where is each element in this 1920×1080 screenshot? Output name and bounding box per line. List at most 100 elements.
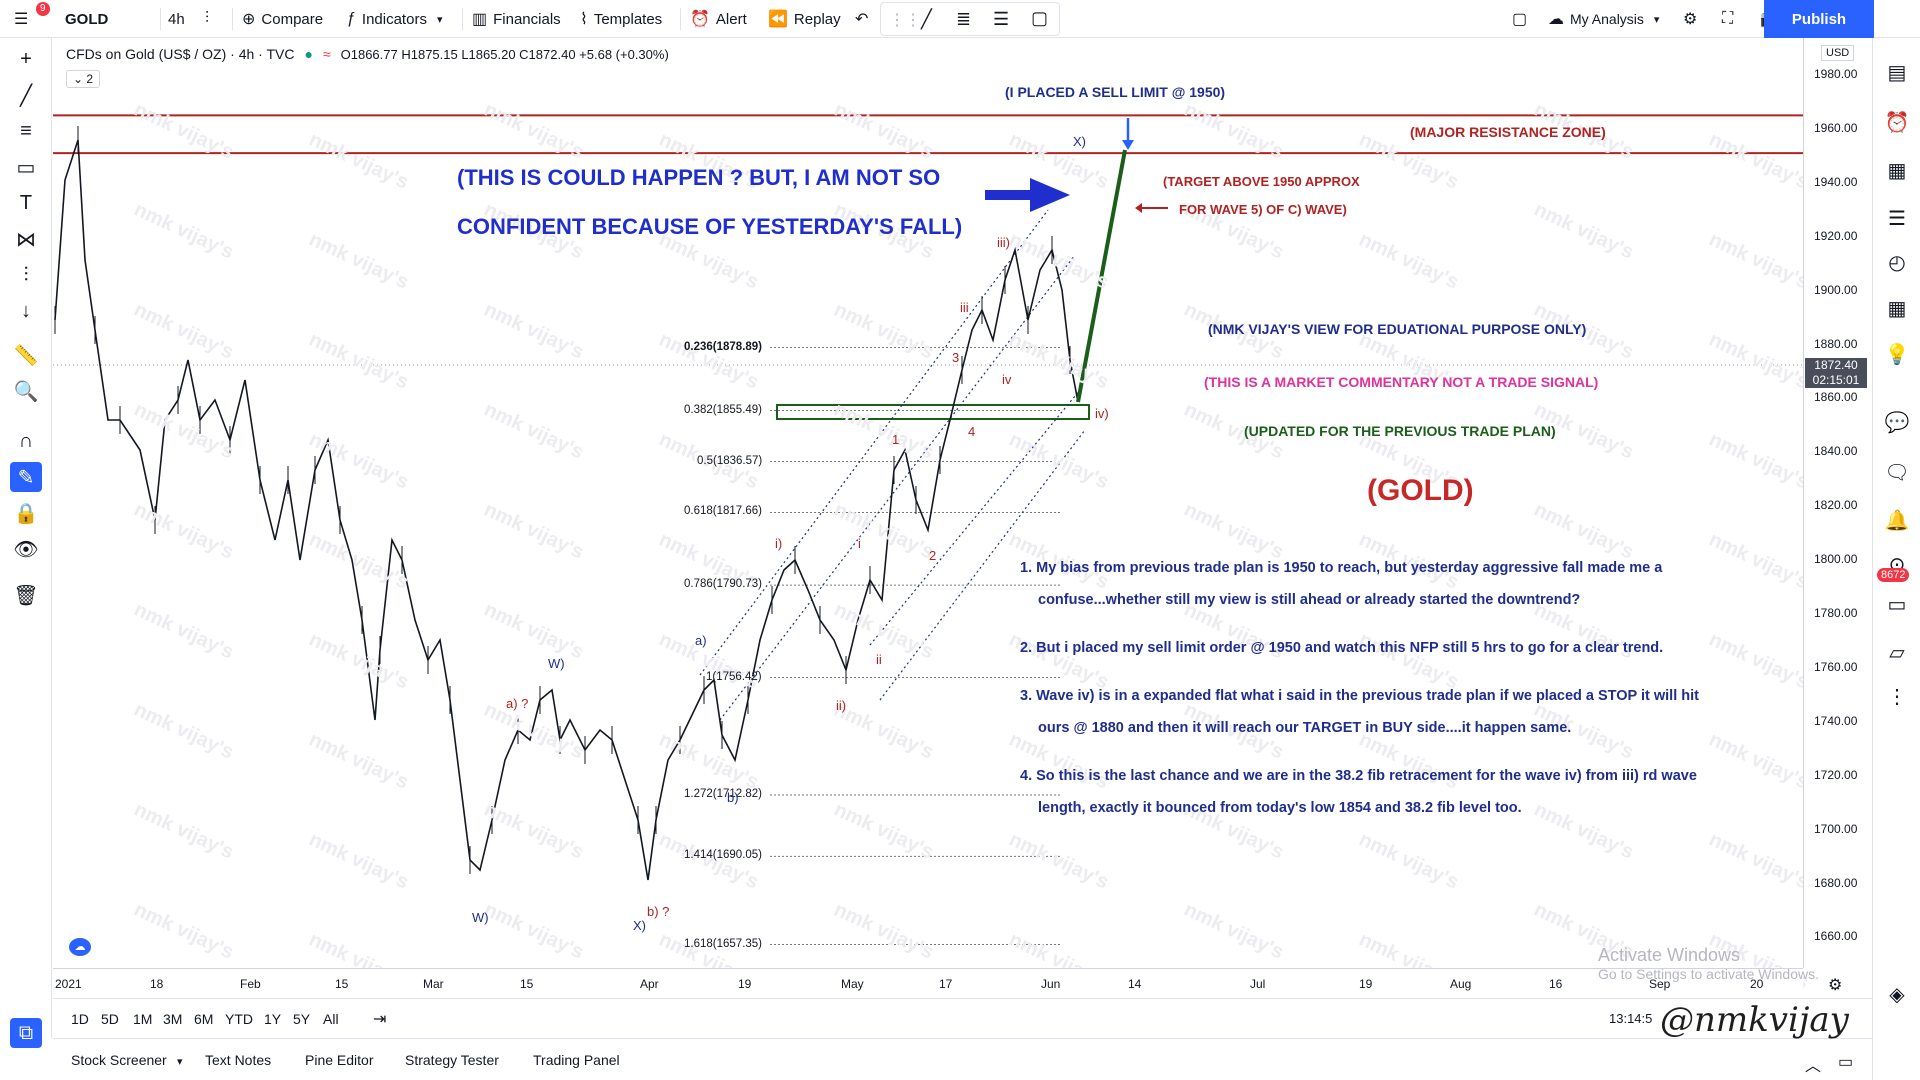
tab-text-notes[interactable]: Text Notes <box>205 1052 272 1068</box>
tab-pine-editor[interactable]: Pine Editor <box>305 1052 374 1068</box>
author-signature: @nmkvijay <box>1660 1000 1849 1040</box>
indicators-collapse-button[interactable]: ⌄ 2 <box>66 70 101 88</box>
bar-chart-icon: ▥ <box>472 11 488 28</box>
dom-icon[interactable]: ⋮ <box>1887 685 1907 708</box>
watchlist-icon[interactable]: ▤ <box>1887 61 1907 84</box>
calendar-clock-icon[interactable]: ◴ <box>1888 251 1906 274</box>
range-1m[interactable]: 1M <box>133 1011 153 1027</box>
calendar-icon[interactable]: ▦ <box>1887 297 1907 320</box>
range-1y[interactable]: 1Y <box>264 1011 282 1027</box>
menu-button[interactable]: ☰ 9 <box>14 0 50 38</box>
tab-trading-panel[interactable]: Trading Panel <box>533 1052 620 1068</box>
notifications-icon[interactable]: 🔔 <box>1884 509 1910 532</box>
lock-icon[interactable]: 🔒 <box>13 502 39 525</box>
time-tick-label: Jun <box>1041 977 1061 991</box>
data-window-icon[interactable]: ▦ <box>1887 159 1907 182</box>
undo-button[interactable]: ↶ <box>855 0 874 38</box>
hotlist-icon[interactable]: ☰ <box>1888 207 1906 230</box>
goto-date-icon[interactable]: ⇥ <box>373 1011 387 1028</box>
eye-icon[interactable]: 👁 <box>13 538 39 561</box>
messages-icon[interactable]: 🗨 <box>1884 461 1910 484</box>
wave-label-a: a) <box>695 633 707 648</box>
arrow-body <box>985 190 1035 200</box>
drawing-tools-icon[interactable]: ▱ <box>1889 641 1905 664</box>
fullscreen-layout-button[interactable]: ▢ <box>1512 0 1533 38</box>
alert-button[interactable]: ⏰ Alert <box>690 0 747 38</box>
stay-in-drawing-mode-icon[interactable]: ✎ <box>10 462 42 492</box>
drag-handle-icon[interactable]: ⋮⋮ <box>889 12 921 29</box>
range-6m[interactable]: 6M <box>194 1011 214 1027</box>
prediction-tool-icon[interactable]: ⫶ <box>23 263 29 286</box>
chats-icon[interactable]: 💬 <box>1884 411 1910 434</box>
fib-retracement-icon[interactable]: ☰ <box>993 9 1010 29</box>
support-zone-box <box>776 404 1090 420</box>
fullscreen-button[interactable]: ⛶ <box>1722 0 1739 38</box>
zoom-icon[interactable]: 🔍 <box>13 380 39 403</box>
range-all[interactable]: All <box>323 1011 339 1027</box>
activate-windows-watermark: Activate Windows Go to Settings to activ… <box>1598 945 1819 982</box>
note-3b: ours @ 1880 and then it will reach our T… <box>1038 720 1572 736</box>
price-chart[interactable] <box>53 38 1803 968</box>
time-tick-label: Jul <box>1250 977 1266 991</box>
rectangle-icon[interactable]: ▢ <box>1031 8 1049 28</box>
range-5y[interactable]: 5Y <box>293 1011 311 1027</box>
rectangle-tool-icon[interactable]: ▭ <box>16 156 36 179</box>
arrow-down-icon[interactable]: ↓ <box>21 299 31 322</box>
indicator-count: 2 <box>86 72 94 86</box>
time-tick-label: 19 <box>738 977 752 991</box>
currency-selector[interactable]: USD <box>1821 45 1855 61</box>
order-panel-icon[interactable]: ▭ <box>1887 593 1907 616</box>
range-ytd[interactable]: YTD <box>225 1011 253 1027</box>
object-tree-icon[interactable]: ⧉ <box>10 1018 42 1048</box>
horizontal-lines-icon[interactable]: ≡ <box>20 119 32 142</box>
alerts-icon[interactable]: ⏰ <box>1884 111 1910 134</box>
crosshair-icon[interactable]: + <box>20 47 32 70</box>
maximize-panel-icon[interactable]: ▭ <box>1838 1054 1854 1071</box>
range-5d[interactable]: 5D <box>101 1011 119 1027</box>
bar-countdown: 02:15:01 <box>1812 373 1860 387</box>
layout-menu-button[interactable]: ☁ My Analysis ▾ <box>1548 0 1659 38</box>
indicators-button[interactable]: ƒ Indicators ▾ <box>347 0 442 38</box>
interval-button[interactable]: 4h <box>168 10 185 28</box>
target-arrow-head-icon <box>1135 203 1142 213</box>
trash-icon[interactable]: 🗑 <box>13 584 39 607</box>
time-tick-label: 15 <box>335 977 349 991</box>
visibility-toggle-icon[interactable]: ● <box>304 46 313 62</box>
trendline-tool-icon[interactable]: ╱ <box>19 84 33 107</box>
settings-button[interactable]: ⚙ <box>1683 0 1703 38</box>
chart-type-button[interactable]: ⫶ <box>205 0 215 38</box>
price-tick-label: 1980.00 <box>1814 67 1858 81</box>
text-tool-icon[interactable]: T <box>19 191 33 214</box>
wave-label-i-paren: i) <box>775 536 783 551</box>
chevron-down-icon[interactable]: ▾ <box>177 1056 183 1068</box>
currency-toggle-icon[interactable]: ≈ <box>322 46 331 62</box>
magnet-icon[interactable]: ∩ <box>18 429 34 452</box>
tab-strategy-tester[interactable]: Strategy Tester <box>405 1052 499 1068</box>
chart-pane[interactable] <box>53 38 1872 998</box>
price-axis[interactable]: 1980.00 1960.00 1940.00 1920.00 1900.00 1880.… <box>1803 38 1872 968</box>
tab-stock-screener[interactable]: Stock Screener <box>71 1052 167 1068</box>
wave-label-2: 2 <box>929 548 937 563</box>
financials-button[interactable]: ▥ Financials <box>472 0 561 38</box>
ruler-icon[interactable]: 📏 <box>13 344 39 367</box>
clock-time[interactable]: 13:14:5 <box>1609 1011 1653 1026</box>
compare-button[interactable]: ⊕ Compare <box>242 0 323 38</box>
templates-button[interactable]: ⌇ Templates <box>580 0 662 38</box>
chart-settings-gear-icon[interactable]: ⚙ <box>1828 977 1843 994</box>
ideas-icon[interactable]: 💡 <box>1884 343 1910 366</box>
replay-label: Replay <box>793 10 841 28</box>
parallel-channel-icon[interactable]: ≣ <box>956 9 972 29</box>
time-tick-label: Apr <box>640 977 659 991</box>
symbol-search[interactable]: GOLD <box>65 10 109 28</box>
chevron-up-icon[interactable]: ︿ <box>1805 1058 1822 1075</box>
series-legend[interactable]: CFDs on Gold (US$ / OZ) · 4h · TVC ● ≈ O… <box>66 46 669 62</box>
publish-button[interactable]: Publish <box>1764 0 1874 38</box>
time-axis[interactable]: 2021 18 Feb 15 Mar 15 Apr 19 May 17 Jun 14 Jul 19 Aug 1… <box>53 968 1803 998</box>
range-1d[interactable]: 1D <box>71 1011 89 1027</box>
notification-badge: 9 <box>36 2 50 16</box>
range-3m[interactable]: 3M <box>163 1011 183 1027</box>
trendline-icon[interactable]: ╱ <box>921 9 932 29</box>
pattern-tool-icon[interactable]: ⋈ <box>16 228 36 251</box>
help-icon[interactable]: ◈ <box>1889 983 1905 1006</box>
replay-button[interactable]: ⏪ Replay <box>768 0 841 38</box>
